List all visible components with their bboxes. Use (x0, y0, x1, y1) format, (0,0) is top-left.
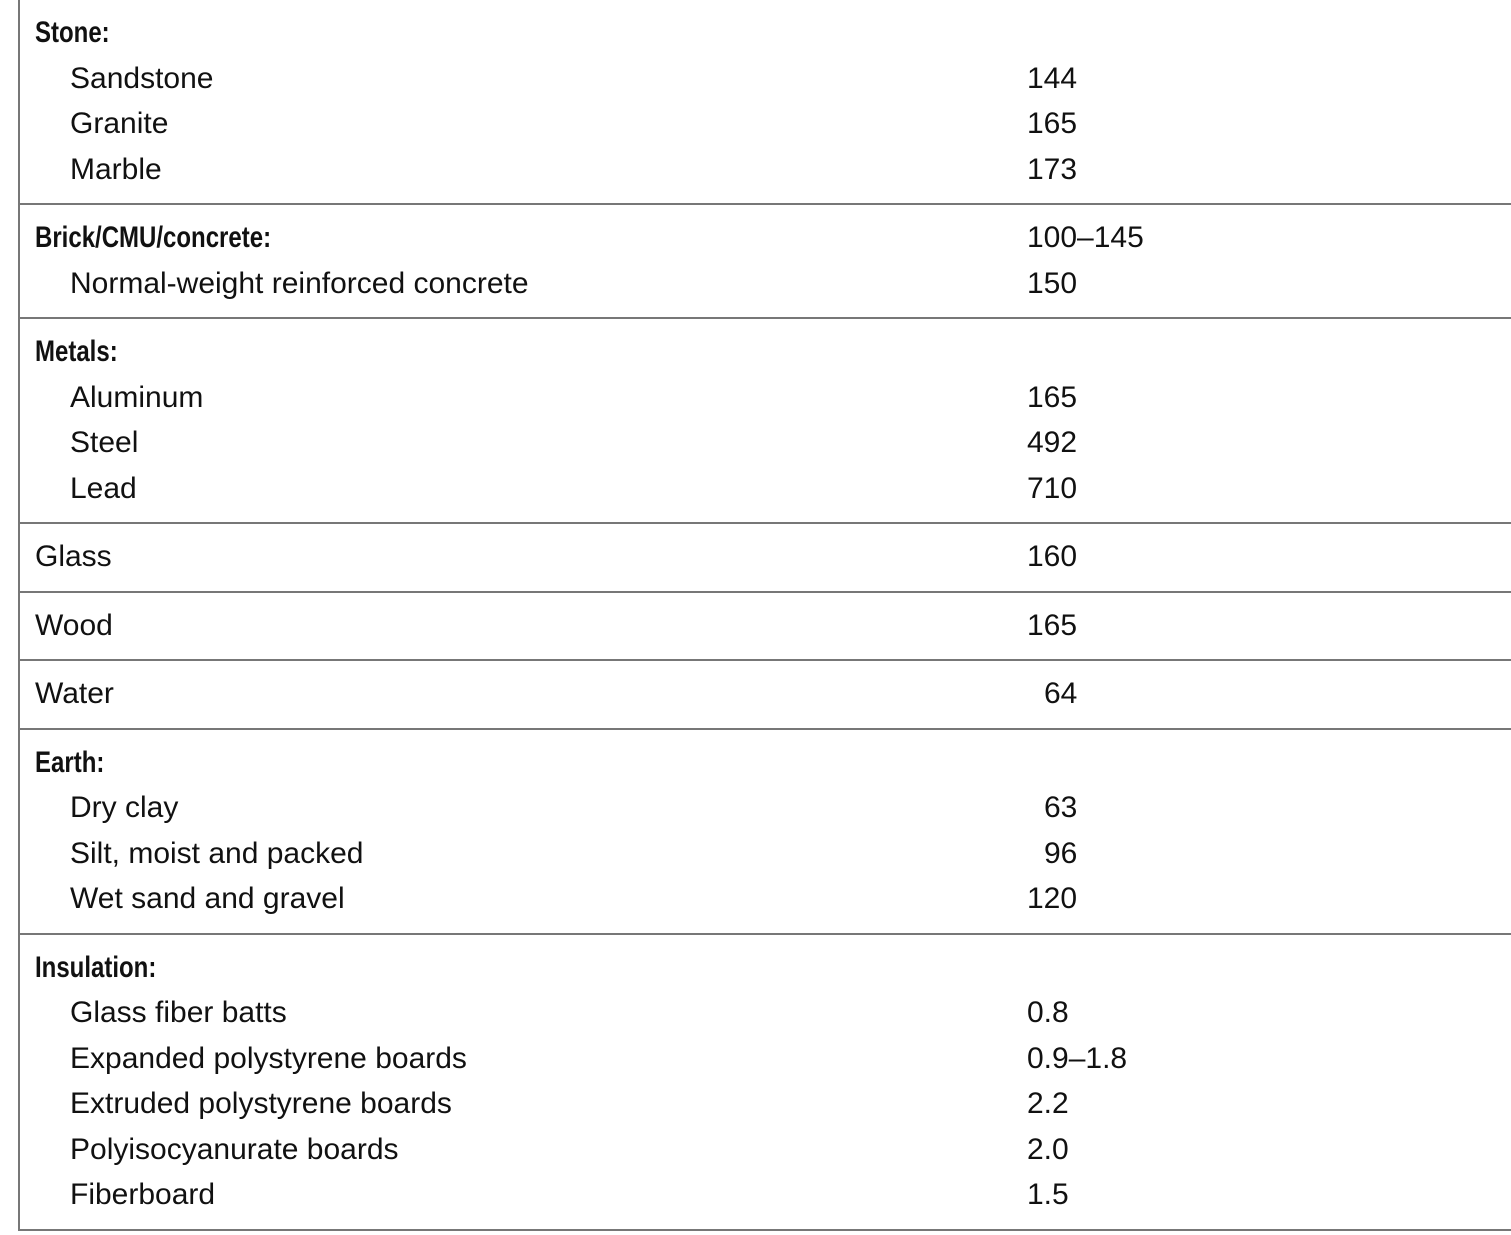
table-row: Wet sand and gravel 120 (20, 876, 1511, 922)
material-value: 165 (1027, 380, 1078, 414)
table-row: Expanded polystyrene boards 0.9–1.8 (20, 1036, 1511, 1082)
material-density-table: Stone: Sandstone 144 Granite 165 Marble 173 Bri… (18, 0, 1511, 1231)
table-group: Water 64 (20, 661, 1511, 730)
table-row: Granite 165 (20, 101, 1511, 147)
table-row: Dry clay 63 (20, 785, 1511, 831)
material-value: 160 (1027, 540, 1078, 573)
material-label: Aluminum (70, 380, 204, 414)
table-row: Lead 710 (20, 466, 1511, 512)
material-label: Marble (70, 152, 162, 186)
material-label: Glass (35, 540, 112, 573)
table-row: Glass 160 (20, 534, 1511, 580)
group-heading: Brick/CMU/concrete: (35, 221, 272, 254)
group-heading-row: Earth: (20, 740, 1511, 786)
material-value: 96 (1044, 836, 1078, 870)
table-row: Steel 492 (20, 420, 1511, 466)
material-label: Lead (70, 471, 137, 505)
table-group: Stone: Sandstone 144 Granite 165 Marble 173 (20, 0, 1511, 205)
table-group: Earth: Dry clay 63 Silt, moist and packed 96… (20, 730, 1511, 935)
material-value: 492 (1027, 426, 1078, 459)
material-value: 1.5 (1027, 1178, 1069, 1211)
material-label: Normal-weight reinforced concrete (70, 266, 529, 300)
material-value: 2.0 (1027, 1132, 1069, 1166)
table-row: Sandstone 144 (20, 56, 1511, 102)
table-group: Metals: Aluminum 165 Steel 492 Lead 710 (20, 319, 1511, 524)
material-value: 173 (1027, 152, 1078, 186)
group-heading: Insulation: (35, 950, 157, 984)
material-label: Granite (70, 107, 169, 140)
group-heading-row: Stone: (20, 10, 1511, 56)
table-row: Extruded polystyrene boards 2.2 (20, 1081, 1511, 1127)
material-label: Polyisocyanurate boards (70, 1132, 399, 1166)
table-row: Aluminum 165 (20, 375, 1511, 421)
table-row: Marble 173 (20, 147, 1511, 193)
group-value: 100–145 (1027, 221, 1144, 254)
material-label: Wood (35, 608, 113, 642)
table-row: Polyisocyanurate boards 2.0 (20, 1127, 1511, 1173)
group-heading: Metals: (35, 335, 118, 368)
material-value: 0.9–1.8 (1027, 1041, 1128, 1075)
material-label: Wet sand and gravel (70, 882, 345, 915)
table-group: Insulation: Glass fiber batts 0.8 Expanded … (20, 935, 1511, 1231)
group-heading: Earth: (35, 745, 105, 779)
material-value: 63 (1044, 791, 1078, 824)
material-label: Extruded polystyrene boards (70, 1087, 452, 1120)
material-value: 150 (1027, 266, 1078, 300)
material-value: 120 (1027, 882, 1078, 915)
material-value: 2.2 (1027, 1087, 1069, 1120)
table-group: Brick/CMU/concrete: 100–145 Normal-weight … (20, 205, 1511, 319)
material-value: 165 (1027, 107, 1078, 140)
material-label: Dry clay (70, 791, 179, 824)
material-value: 0.8 (1027, 996, 1069, 1029)
group-heading-row: Metals: (20, 329, 1511, 375)
material-label: Sandstone (70, 61, 214, 95)
material-label: Fiberboard (70, 1178, 216, 1211)
group-heading-row: Insulation: (20, 945, 1511, 991)
material-label: Glass fiber batts (70, 996, 287, 1029)
material-label: Water (35, 677, 114, 710)
material-value: 165 (1027, 608, 1078, 642)
table-row: Glass fiber batts 0.8 (20, 990, 1511, 1036)
table-group: Wood 165 (20, 593, 1511, 661)
material-label: Expanded polystyrene boards (70, 1041, 467, 1075)
table-row: Fiberboard 1.5 (20, 1172, 1511, 1218)
table-row: Normal-weight reinforced concrete 150 (20, 261, 1511, 307)
table-row: Silt, moist and packed 96 (20, 831, 1511, 877)
material-value: 710 (1027, 471, 1078, 505)
group-heading: Stone: (35, 16, 110, 49)
material-label: Steel (70, 426, 139, 459)
material-label: Silt, moist and packed (70, 836, 364, 870)
table-group: Glass 160 (20, 524, 1511, 593)
material-value: 64 (1044, 677, 1078, 710)
table-row: Wood 165 (20, 603, 1511, 649)
table-row: Water 64 (20, 671, 1511, 717)
material-value: 144 (1027, 61, 1078, 95)
group-heading-row: Brick/CMU/concrete: 100–145 (20, 215, 1511, 261)
